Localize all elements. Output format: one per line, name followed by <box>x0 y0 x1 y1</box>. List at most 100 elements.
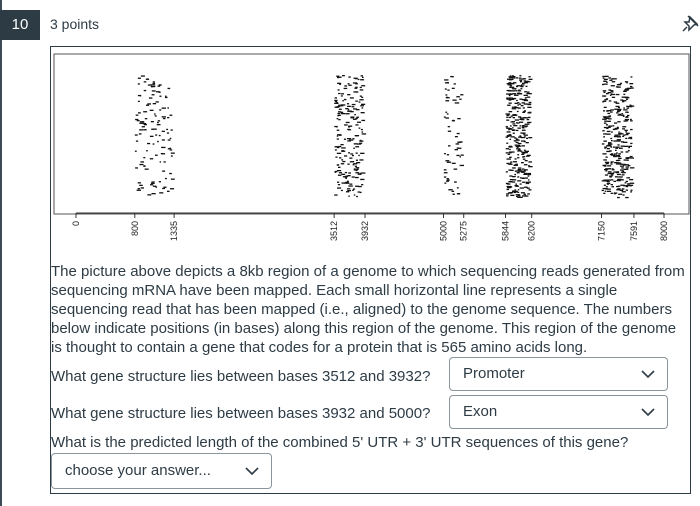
sequencing-read <box>511 97 517 100</box>
question-description: The picture above depicts a 8kb region o… <box>51 263 685 356</box>
sequencing-read <box>521 151 525 153</box>
sequencing-read <box>165 96 168 99</box>
sequencing-read <box>135 140 139 142</box>
sequencing-read <box>169 114 173 116</box>
sequencing-read <box>605 186 608 188</box>
sequencing-read <box>506 162 510 165</box>
sequencing-read <box>603 165 607 167</box>
sequencing-read <box>519 75 522 77</box>
sequencing-read <box>524 123 528 125</box>
sequencing-read <box>523 134 528 136</box>
sequencing-read <box>355 83 358 85</box>
pin-icon[interactable] <box>682 14 700 32</box>
sequencing-read <box>505 126 508 128</box>
sequencing-read <box>623 141 628 143</box>
sequencing-read <box>517 145 522 147</box>
sequencing-read <box>626 168 629 170</box>
sequencing-read <box>602 95 605 97</box>
sequencing-read <box>610 153 614 155</box>
sequencing-read <box>508 151 511 153</box>
sequencing-read <box>528 111 532 113</box>
sequencing-read <box>355 86 358 88</box>
sequencing-read <box>616 171 620 173</box>
sequencing-read <box>512 83 515 85</box>
sequencing-read <box>137 83 140 85</box>
sequencing-read <box>355 176 359 179</box>
sequencing-read <box>626 116 629 118</box>
sequencing-read <box>443 169 447 171</box>
sequencing-read <box>355 152 358 154</box>
sequencing-read <box>348 185 353 187</box>
sequencing-read <box>512 88 517 90</box>
read-cluster <box>601 75 635 199</box>
sequencing-read <box>512 190 515 192</box>
sequencing-read <box>617 144 620 146</box>
sequencing-read <box>623 89 628 91</box>
sequencing-read <box>621 167 624 169</box>
sequencing-read <box>143 129 147 131</box>
sequencing-read <box>357 173 362 175</box>
sequencing-read <box>514 189 517 191</box>
sequencing-read <box>525 155 530 157</box>
sequencing-read <box>527 121 532 124</box>
sequencing-read <box>519 98 523 100</box>
sequencing-read <box>603 83 608 85</box>
sequencing-read <box>358 127 361 129</box>
sequencing-read <box>152 103 157 105</box>
sequencing-read <box>508 76 513 78</box>
sequencing-read <box>506 97 509 99</box>
sequencing-read <box>520 136 525 139</box>
sequencing-read <box>138 133 142 135</box>
sequencing-read <box>519 118 524 120</box>
sequencing-read <box>611 169 615 171</box>
sequencing-read <box>519 187 524 189</box>
sequencing-read <box>525 182 530 185</box>
position-label: 7150 <box>597 221 607 241</box>
question-points: 3 points <box>50 16 100 32</box>
q1-answer-select[interactable]: Promoter <box>449 357 668 391</box>
sequencing-read <box>610 161 613 164</box>
sequencing-read <box>615 147 618 149</box>
sequencing-read <box>630 87 634 89</box>
sequencing-read <box>621 188 625 190</box>
sequencing-read <box>139 163 144 166</box>
sequencing-read <box>359 95 362 97</box>
sequencing-read <box>524 110 526 112</box>
sequencing-read <box>525 85 528 87</box>
sequencing-read <box>606 93 609 95</box>
sequencing-read <box>625 180 628 183</box>
sequencing-read <box>511 86 515 88</box>
sequencing-read <box>527 106 532 108</box>
sequencing-read <box>445 160 450 162</box>
sequencing-read <box>336 135 339 137</box>
sequencing-read <box>603 126 608 129</box>
sequencing-read <box>617 108 622 111</box>
sequencing-read <box>358 101 361 103</box>
figure-frame <box>53 53 690 215</box>
sequencing-read <box>444 182 447 184</box>
sequencing-read <box>341 173 346 175</box>
sequencing-read <box>523 99 529 102</box>
sequencing-read <box>606 127 609 129</box>
sequencing-read <box>360 112 365 114</box>
sequencing-read <box>521 129 526 131</box>
sequencing-read <box>340 163 345 165</box>
sequencing-read <box>343 182 348 184</box>
q3-answer-select[interactable]: choose your answer... <box>51 453 272 489</box>
sequencing-read <box>512 123 516 125</box>
sequencing-read <box>616 136 621 138</box>
sequencing-read <box>625 189 628 191</box>
sequencing-read <box>623 109 628 111</box>
sequencing-read <box>167 190 170 192</box>
sequencing-read <box>510 125 512 127</box>
sequencing-read <box>617 83 622 86</box>
sequencing-read <box>616 112 619 114</box>
q2-answer-select[interactable]: Exon <box>449 395 668 429</box>
sequencing-read <box>606 188 611 190</box>
sequencing-read <box>341 182 346 184</box>
sequencing-read <box>603 133 607 135</box>
sequencing-read <box>617 109 620 111</box>
sequencing-read <box>165 177 167 180</box>
sequencing-read <box>514 107 519 109</box>
sequencing-read <box>621 172 626 174</box>
